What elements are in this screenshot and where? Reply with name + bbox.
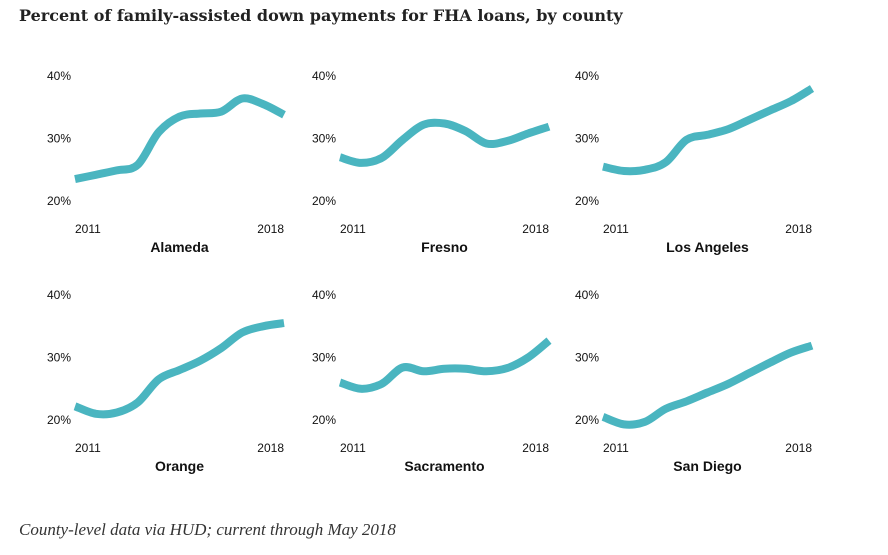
y-tick-label-los-angeles: 20% xyxy=(575,194,599,208)
x-end-label-alameda: 2018 xyxy=(257,222,284,236)
y-tick-label-orange: 20% xyxy=(47,413,71,427)
x-start-label-san-diego: 2011 xyxy=(603,441,629,455)
x-start-label-alameda: 2011 xyxy=(75,222,101,236)
county-name-san-diego: San Diego xyxy=(673,458,741,474)
y-tick-label-sacramento: 40% xyxy=(312,288,336,302)
chart-title: Percent of family-assisted down payments… xyxy=(19,6,623,25)
series-line-los-angeles xyxy=(602,85,815,176)
county-name-fresno: Fresno xyxy=(421,239,468,255)
series-line-sacramento xyxy=(338,337,552,393)
y-tick-label-sacramento: 30% xyxy=(312,351,336,365)
county-name-sacramento: Sacramento xyxy=(404,458,484,474)
y-tick-label-orange: 30% xyxy=(47,351,71,365)
y-tick-label-los-angeles: 30% xyxy=(575,132,599,146)
series-line-san-diego xyxy=(601,341,814,429)
y-tick-label-alameda: 30% xyxy=(47,132,71,146)
county-name-orange: Orange xyxy=(155,458,204,474)
y-tick-label-san-diego: 30% xyxy=(575,351,599,365)
y-tick-label-san-diego: 20% xyxy=(575,413,599,427)
x-end-label-san-diego: 2018 xyxy=(785,441,812,455)
y-tick-label-los-angeles: 40% xyxy=(575,69,599,83)
series-line-alameda xyxy=(74,94,286,184)
x-start-label-los-angeles: 2011 xyxy=(603,222,629,236)
county-name-alameda: Alameda xyxy=(150,239,209,255)
y-tick-label-fresno: 40% xyxy=(312,69,336,83)
y-tick-label-fresno: 30% xyxy=(312,132,336,146)
county-name-los-angeles: Los Angeles xyxy=(666,239,749,255)
source-note: County-level data via HUD; current throu… xyxy=(19,520,396,539)
series-line-fresno xyxy=(338,118,551,167)
y-tick-label-orange: 40% xyxy=(47,288,71,302)
x-start-label-fresno: 2011 xyxy=(340,222,366,236)
y-tick-label-sacramento: 20% xyxy=(312,413,336,427)
x-start-label-orange: 2011 xyxy=(75,441,101,455)
y-tick-label-alameda: 20% xyxy=(47,194,71,208)
x-end-label-fresno: 2018 xyxy=(522,222,549,236)
y-tick-label-alameda: 40% xyxy=(47,69,71,83)
x-start-label-sacramento: 2011 xyxy=(340,441,366,455)
x-end-label-los-angeles: 2018 xyxy=(785,222,812,236)
x-end-label-sacramento: 2018 xyxy=(522,441,549,455)
y-tick-label-san-diego: 40% xyxy=(575,288,599,302)
series-line-orange xyxy=(73,319,285,419)
x-end-label-orange: 2018 xyxy=(257,441,284,455)
y-tick-label-fresno: 20% xyxy=(312,194,336,208)
